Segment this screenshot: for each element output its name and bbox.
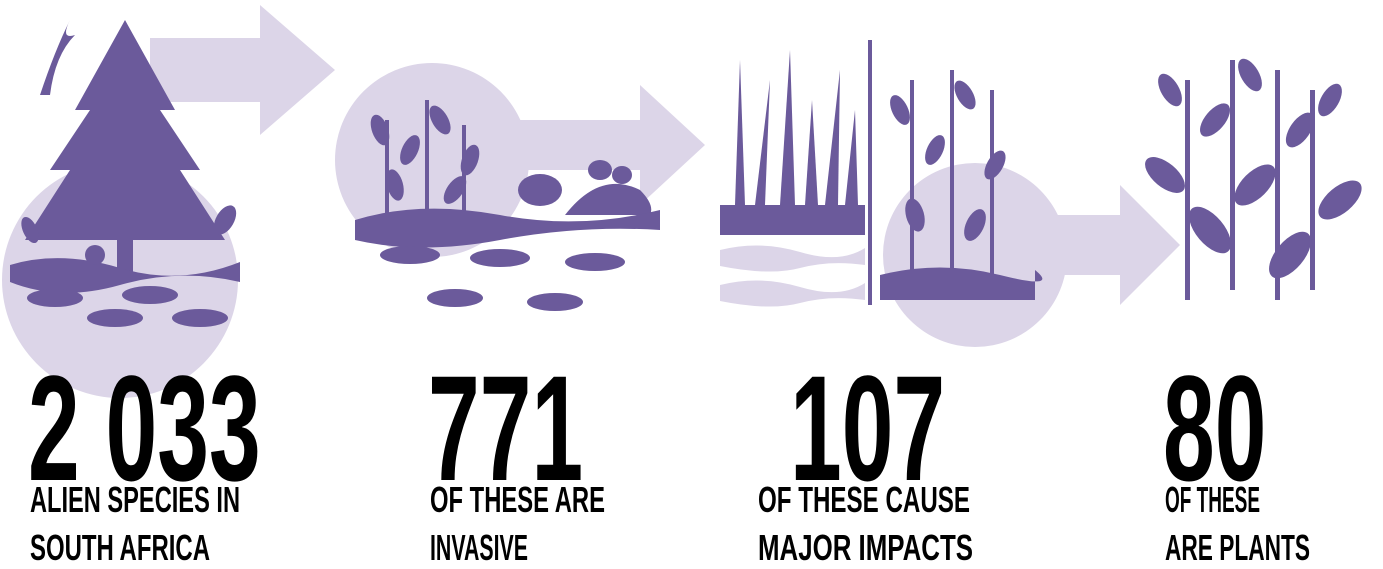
illustration-invasive-shape xyxy=(565,184,651,215)
illustration-alien-species-shape xyxy=(172,309,228,327)
group-shape xyxy=(950,70,954,275)
illustration-plants-shape xyxy=(1139,150,1191,199)
illustration-plants-shape xyxy=(1312,173,1369,226)
illustration-invasive-shape xyxy=(565,253,625,271)
illustration-plants-shape xyxy=(1227,157,1282,212)
group-shape xyxy=(780,50,795,205)
illustration-invasive-shape xyxy=(470,249,530,267)
stage-label: MAJOR IMPACTS xyxy=(758,527,973,568)
group-shape xyxy=(462,125,466,220)
illustration-invasive-shape xyxy=(612,166,632,184)
group-shape xyxy=(425,100,429,220)
illustration-alien-species-shape xyxy=(117,200,133,275)
illustration-alien-species-shape xyxy=(150,5,335,135)
group-shape xyxy=(735,60,745,205)
illustration-alien-species-shape xyxy=(87,309,143,327)
group-shape xyxy=(720,205,865,235)
group-shape xyxy=(990,90,994,275)
stage-label: OF THESE ARE xyxy=(430,479,605,520)
illustration-invasive-shape xyxy=(427,289,483,307)
illustration-alien-species-shape xyxy=(27,289,83,307)
group-shape xyxy=(385,120,389,220)
illustration-plants-shape xyxy=(1230,60,1235,290)
illustration-alien-species-shape xyxy=(122,286,178,304)
illustration-major-impacts-shape xyxy=(720,245,865,271)
illustration-plants xyxy=(1139,55,1368,300)
page: 2 033 ALIEN SPECIES IN SOUTH AFRICA 771 … xyxy=(0,0,1383,569)
group-shape xyxy=(755,80,770,205)
illustration-plants-shape xyxy=(1194,98,1235,141)
illustration-invasive-shape xyxy=(588,160,612,180)
illustration-invasive-shape xyxy=(380,246,440,264)
stage-label: OF THESE CAUSE xyxy=(758,479,970,520)
illustration-plants-shape xyxy=(1313,80,1347,120)
illustration-invasive-shape xyxy=(518,174,562,206)
stage-label: ALIEN SPECIES IN xyxy=(30,479,240,520)
illustration-alien-species-shape xyxy=(85,245,105,265)
illustration-invasive-shape xyxy=(527,293,583,311)
illustration-alien-species xyxy=(2,5,335,398)
group-shape xyxy=(868,40,872,305)
group-shape xyxy=(910,80,914,275)
group-shape xyxy=(825,70,840,205)
stage-label: OF THESE xyxy=(1165,479,1260,520)
illustration-major-impacts-shape xyxy=(720,280,865,306)
group-shape xyxy=(845,110,858,205)
infographic: 2 033 ALIEN SPECIES IN SOUTH AFRICA 771 … xyxy=(0,0,1383,569)
stage-label: ARE PLANTS xyxy=(1165,527,1310,568)
group-shape xyxy=(950,77,980,113)
stage-label: SOUTH AFRICA xyxy=(30,527,210,568)
group-shape xyxy=(921,132,949,168)
stage-label: INVASIVE xyxy=(430,527,528,568)
illustration-alien-species-shape xyxy=(40,20,75,95)
group-shape xyxy=(886,92,914,128)
illustration-plants-shape xyxy=(1153,70,1187,110)
group-shape xyxy=(805,100,818,205)
illustration-major-impacts xyxy=(720,40,1180,347)
illustration-plants-shape xyxy=(1185,80,1190,300)
illustration-invasive xyxy=(335,63,705,311)
illustration-plants-shape xyxy=(1233,55,1267,95)
